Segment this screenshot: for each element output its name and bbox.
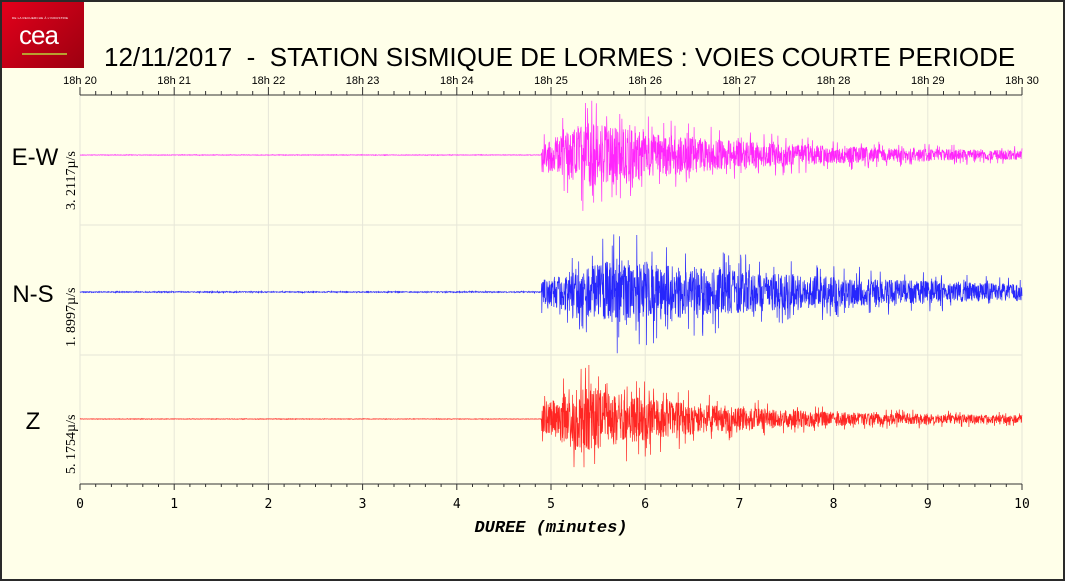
amplitude-scale-label: 3. 2117µ/s xyxy=(64,151,79,210)
top-tick-label: 18h 27 xyxy=(723,75,757,87)
trace-n-s xyxy=(79,234,1023,354)
top-tick-label: 18h 28 xyxy=(817,75,851,87)
x-tick-label: 0 xyxy=(76,497,84,512)
top-tick-label: 18h 25 xyxy=(534,75,568,87)
channel-label: Z xyxy=(26,408,41,435)
x-tick-label: 6 xyxy=(641,497,649,512)
x-tick-label: 8 xyxy=(830,497,838,512)
x-tick-label: 9 xyxy=(924,497,932,512)
x-tick-label: 10 xyxy=(1014,497,1030,512)
trace-e-w xyxy=(80,100,1023,211)
chart-title: 12/11/2017 - STATION SISMIQUE DE LORMES … xyxy=(104,42,1016,72)
trace-z xyxy=(79,364,1023,468)
channel-label: E-W xyxy=(12,144,59,171)
x-tick-label: 1 xyxy=(170,497,178,512)
top-tick-label: 18h 21 xyxy=(157,75,191,87)
x-tick-label: 5 xyxy=(547,497,555,512)
top-tick-label: 18h 23 xyxy=(346,75,380,87)
top-tick-label: 18h 20 xyxy=(63,75,97,87)
top-tick-label: 18h 24 xyxy=(440,75,474,87)
x-tick-label: 4 xyxy=(453,497,461,512)
cea-logo: DE LA RECHERCHE À L'INDUSTRIE cea xyxy=(2,2,84,68)
channel-label: N-S xyxy=(12,281,53,308)
top-tick-label: 18h 30 xyxy=(1005,75,1039,87)
top-tick-label: 18h 22 xyxy=(252,75,286,87)
x-tick-label: 3 xyxy=(359,497,367,512)
x-axis-title: DUREE (minutes) xyxy=(474,519,627,538)
top-tick-label: 18h 29 xyxy=(911,75,945,87)
top-tick-label: 18h 26 xyxy=(628,75,662,87)
amplitude-scale-label: 5. 1754µ/s xyxy=(64,415,79,474)
amplitude-scale-label: 1. 8997µ/s xyxy=(64,288,79,347)
x-tick-label: 2 xyxy=(264,497,272,512)
x-tick-label: 7 xyxy=(735,497,743,512)
